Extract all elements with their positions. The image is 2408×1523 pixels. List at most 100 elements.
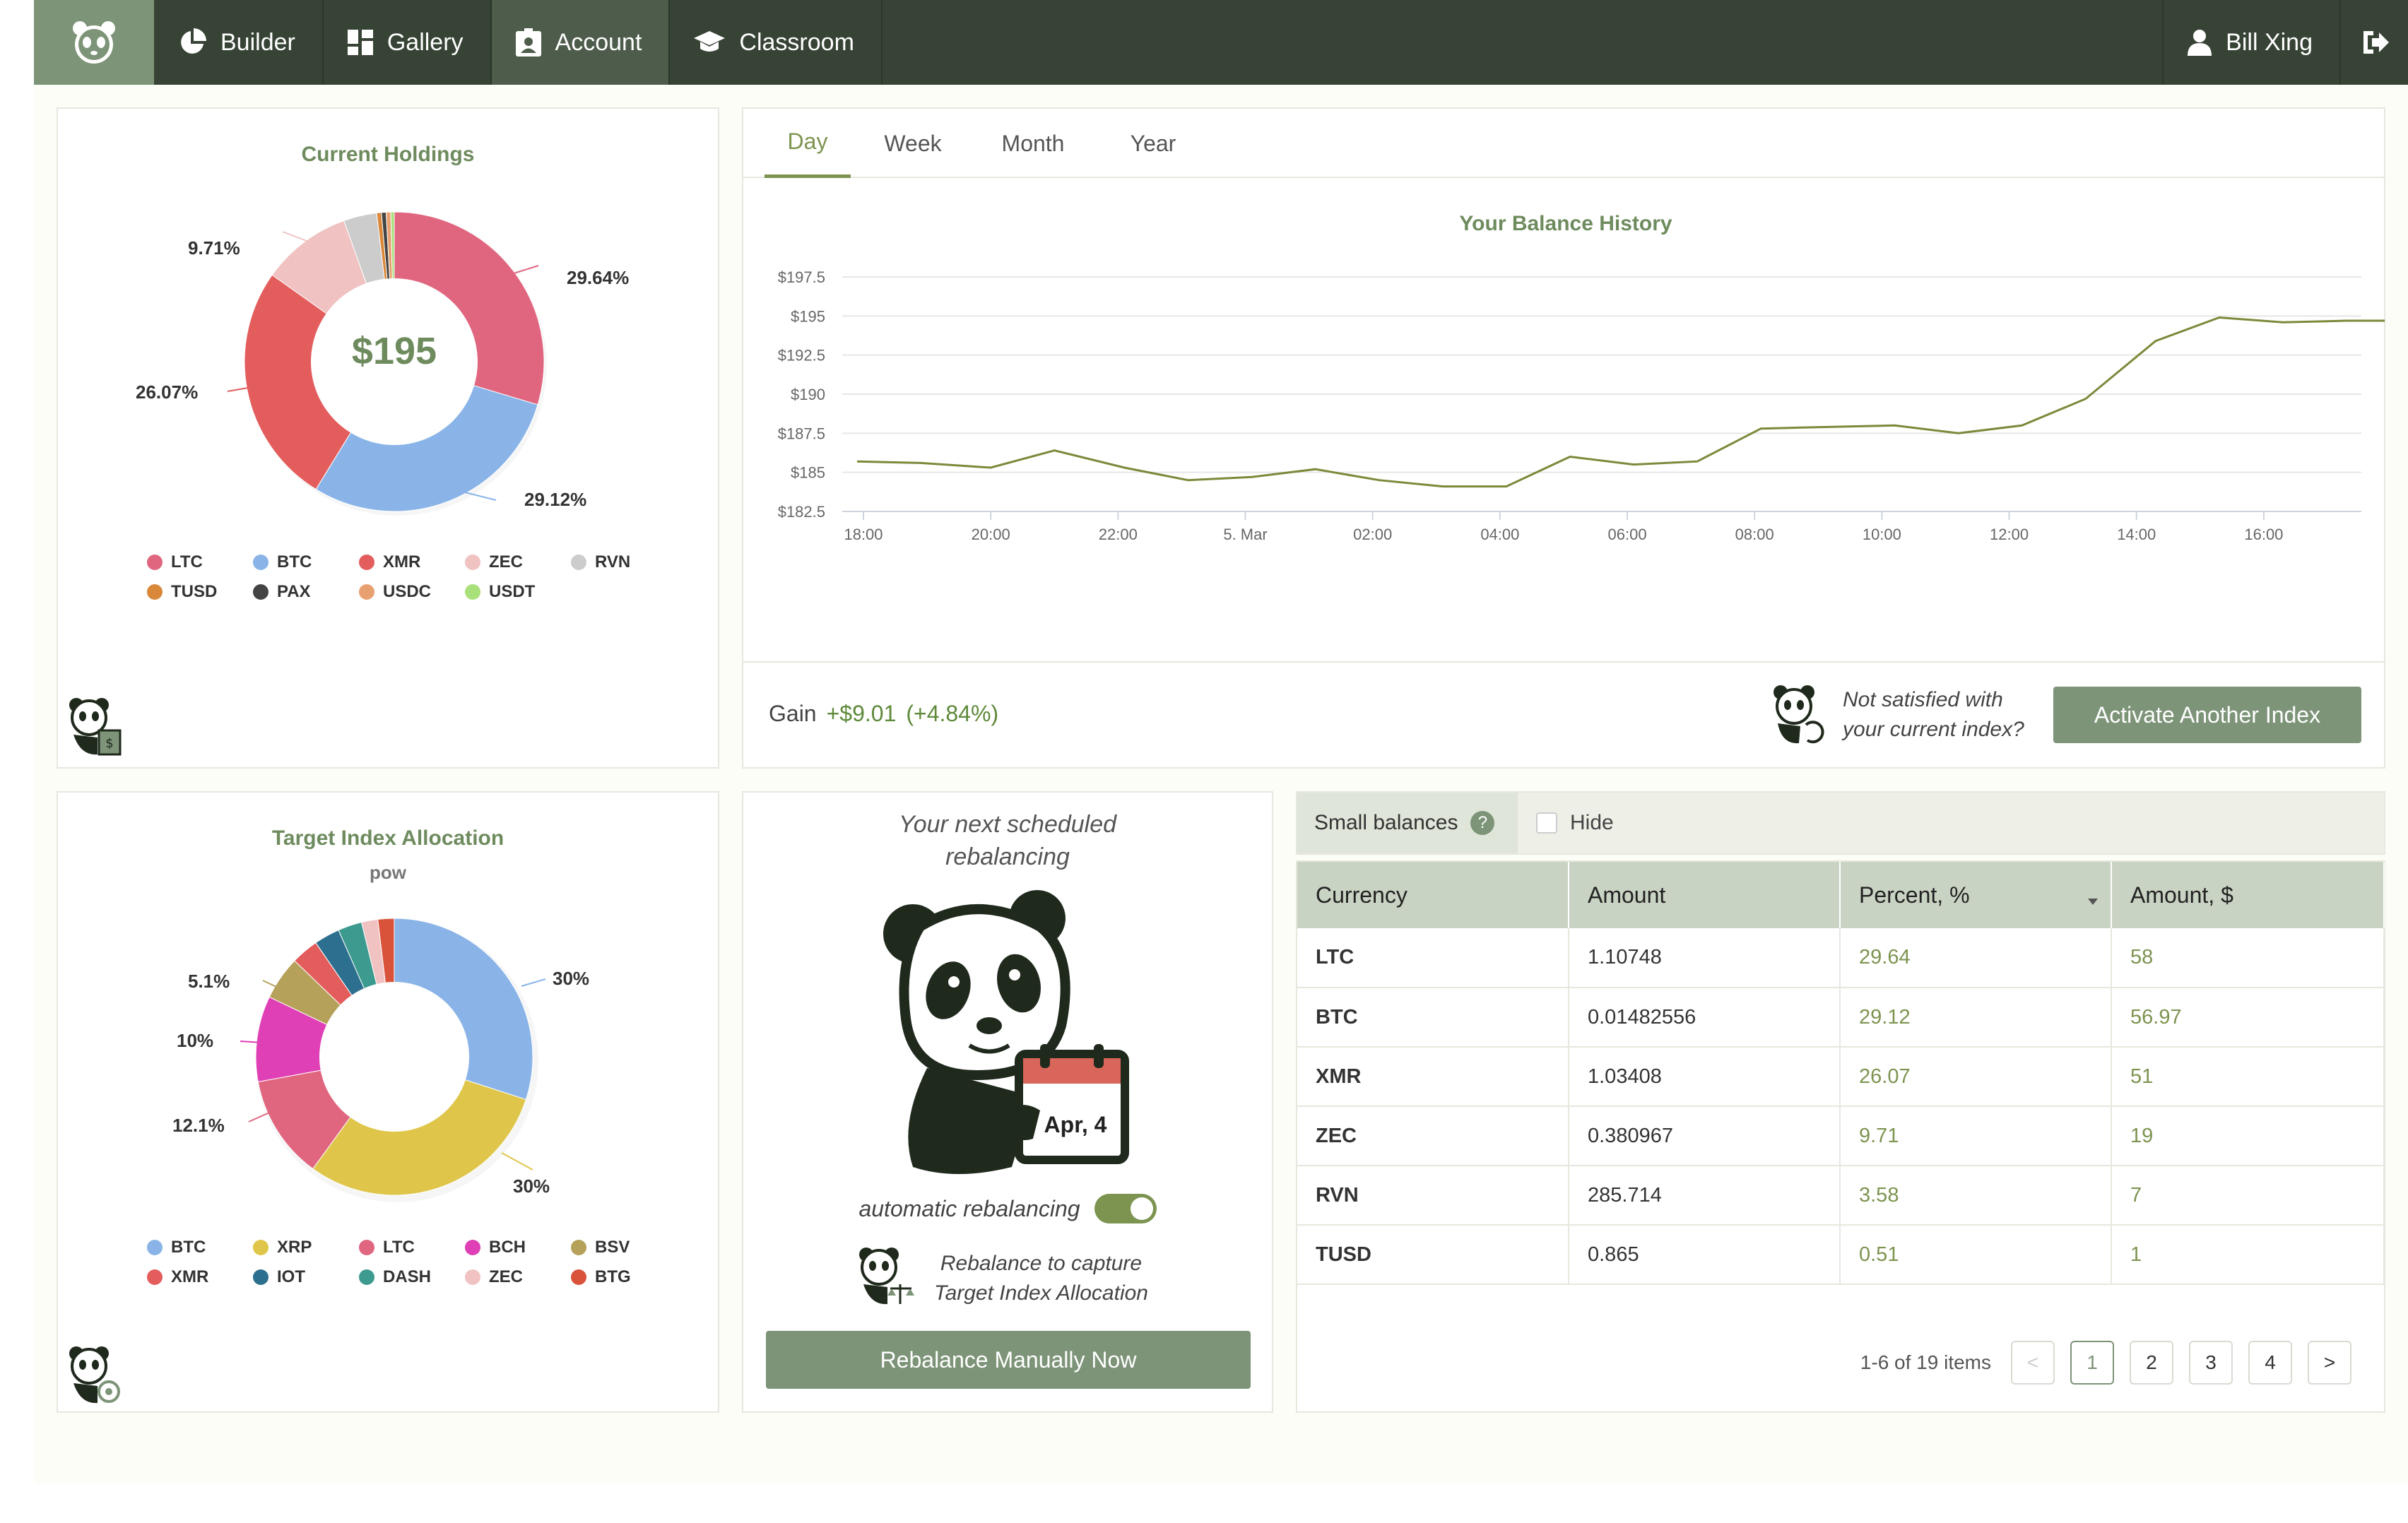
holdings-legend-item[interactable]: USDT bbox=[465, 582, 571, 602]
next-page-button[interactable]: > bbox=[2308, 1341, 2351, 1385]
y-tick-label: $195 bbox=[791, 307, 825, 325]
sort-desc-icon[interactable] bbox=[2088, 899, 2098, 906]
y-tick-label: $187.5 bbox=[778, 425, 825, 442]
cell-percent: 26.07 bbox=[1840, 1047, 2112, 1107]
capture-line1: Rebalance to capture bbox=[940, 1252, 1143, 1275]
holdings-legend-item[interactable]: LTC bbox=[147, 552, 253, 572]
page-1-button[interactable]: 1 bbox=[2070, 1341, 2114, 1385]
tab-year[interactable]: Year bbox=[1130, 130, 1176, 156]
legend-dot bbox=[147, 1240, 163, 1255]
tab-week[interactable]: Week bbox=[884, 130, 942, 156]
nav-account[interactable]: Account bbox=[491, 0, 671, 85]
cell-percent: 3.58 bbox=[1840, 1166, 2112, 1226]
dashboard-icon bbox=[347, 30, 373, 55]
logout-button[interactable] bbox=[2341, 0, 2408, 85]
holdings-legend-item[interactable]: PAX bbox=[253, 582, 359, 602]
cell-percent: 9.71 bbox=[1840, 1106, 2112, 1166]
hide-checkbox[interactable] bbox=[1536, 812, 1557, 834]
holdings-legend-item[interactable]: ZEC bbox=[465, 552, 571, 572]
legend-label: LTC bbox=[171, 552, 203, 571]
auto-rebalancing-row: automatic rebalancing bbox=[743, 1194, 1272, 1223]
x-tick-label: 14:00 bbox=[2117, 526, 2156, 543]
next-rebalancing-line1: Your next scheduled bbox=[898, 811, 1117, 838]
pagination-range: 1-6 of 19 items bbox=[1860, 1351, 1991, 1373]
target-legend-item[interactable]: BSV bbox=[571, 1238, 642, 1257]
target-legend-item[interactable]: BTC bbox=[147, 1238, 253, 1257]
activate-index-button[interactable]: Activate Another Index bbox=[2053, 687, 2361, 743]
cell-currency: TUSD bbox=[1297, 1225, 1569, 1285]
small-balances-label: Small balances bbox=[1314, 811, 1458, 834]
target-legend-item[interactable]: ZEC bbox=[465, 1267, 571, 1287]
target-legend-item[interactable]: DASH bbox=[359, 1267, 465, 1287]
nav-classroom[interactable]: Classroom bbox=[670, 0, 883, 85]
col-percent[interactable]: Percent, % bbox=[1840, 862, 2112, 928]
target-legend-item[interactable]: BTG bbox=[571, 1267, 642, 1287]
holdings-title: Current Holdings bbox=[301, 143, 475, 166]
table-row[interactable]: RVN 285.714 3.58 7 bbox=[1297, 1166, 2385, 1226]
target-label-bsv: 5.1% bbox=[188, 971, 230, 992]
table-row[interactable]: XMR 1.03408 26.07 51 bbox=[1297, 1047, 2385, 1107]
balance-history-card: Day Week Month Year Your Balance History… bbox=[742, 107, 2385, 769]
x-tick-label: 10:00 bbox=[1863, 526, 1901, 543]
target-label-ltc: 12.1% bbox=[172, 1115, 225, 1136]
legend-dot bbox=[147, 1269, 163, 1285]
panda-logo[interactable] bbox=[34, 0, 154, 85]
col-amount-usd[interactable]: Amount, $ bbox=[2111, 862, 2385, 928]
legend-dot bbox=[465, 1240, 480, 1255]
x-tick-label: 12:00 bbox=[1990, 526, 2029, 543]
cell-usd: 58 bbox=[2111, 928, 2385, 988]
auto-rebalancing-toggle[interactable] bbox=[1094, 1194, 1157, 1223]
col-amount[interactable]: Amount bbox=[1569, 862, 1841, 928]
holdings-legend-item[interactable]: USDC bbox=[359, 582, 465, 602]
legend-label: DASH bbox=[383, 1267, 432, 1286]
cell-percent: 29.64 bbox=[1840, 928, 2112, 988]
legend-dot bbox=[359, 1240, 374, 1255]
col-currency[interactable]: Currency bbox=[1297, 862, 1569, 928]
y-tick-label: $197.5 bbox=[778, 268, 825, 286]
nav-gallery[interactable]: Gallery bbox=[324, 0, 492, 85]
holdings-legend-item[interactable]: BTC bbox=[253, 552, 359, 572]
target-legend-item[interactable]: BCH bbox=[465, 1238, 571, 1257]
x-tick-label: 08:00 bbox=[1735, 526, 1774, 543]
target-legend-item[interactable]: XMR bbox=[147, 1267, 253, 1287]
holdings-label-btc: 29.12% bbox=[524, 489, 587, 510]
not-satisfied-line2: your current index? bbox=[1843, 718, 2024, 741]
holdings-legend-item[interactable]: TUSD bbox=[147, 582, 253, 602]
legend-dot bbox=[465, 584, 480, 600]
page-4-button[interactable]: 4 bbox=[2248, 1341, 2292, 1385]
table-row[interactable]: TUSD 0.865 0.51 1 bbox=[1297, 1225, 2385, 1285]
nav-builder[interactable]: Builder bbox=[154, 0, 324, 85]
legend-label: BTG bbox=[595, 1267, 631, 1286]
legend-label: BSV bbox=[595, 1238, 630, 1257]
page-3-button[interactable]: 3 bbox=[2189, 1341, 2233, 1385]
hide-checkbox-row[interactable]: Hide bbox=[1536, 793, 1614, 853]
help-icon[interactable]: ? bbox=[1470, 811, 1495, 835]
holdings-legend-item[interactable]: XMR bbox=[359, 552, 465, 572]
table-row[interactable]: BTC 0.01482556 29.12 56.97 bbox=[1297, 988, 2385, 1048]
legend-label: LTC bbox=[383, 1238, 415, 1257]
rebalance-now-button[interactable]: Rebalance Manually Now bbox=[766, 1331, 1251, 1389]
target-legend-item[interactable]: IOT bbox=[253, 1267, 359, 1287]
tab-day[interactable]: Day bbox=[765, 109, 851, 178]
x-tick-label: 18:00 bbox=[844, 526, 883, 543]
table-row[interactable]: ZEC 0.380967 9.71 19 bbox=[1297, 1106, 2385, 1166]
legend-dot bbox=[147, 555, 163, 570]
target-legend-item[interactable]: LTC bbox=[359, 1238, 465, 1257]
svg-text:$: $ bbox=[105, 736, 113, 751]
cell-amount: 285.714 bbox=[1569, 1166, 1841, 1226]
legend-label: ZEC bbox=[489, 552, 523, 571]
user-menu[interactable]: Bill Xing bbox=[2162, 0, 2341, 85]
x-tick-label: 02:00 bbox=[1353, 526, 1392, 543]
panda-calendar-illustration bbox=[883, 890, 1129, 1174]
page-2-button[interactable]: 2 bbox=[2130, 1341, 2173, 1385]
not-satisfied-line1: Not satisfied with bbox=[1843, 688, 2003, 711]
table-header-row: Currency Amount Percent, % Amount, $ bbox=[1297, 862, 2385, 928]
nav-classroom-label: Classroom bbox=[739, 28, 854, 56]
table-row[interactable]: LTC 1.10748 29.64 58 bbox=[1297, 928, 2385, 988]
prev-page-button[interactable]: < bbox=[2011, 1341, 2055, 1385]
holdings-legend-item[interactable]: RVN bbox=[571, 552, 642, 572]
target-legend: BTC XRP LTC BCH BSV XMR IOT DASH ZEC BTG bbox=[147, 1238, 642, 1287]
target-legend-item[interactable]: XRP bbox=[253, 1238, 359, 1257]
cell-amount: 1.10748 bbox=[1569, 928, 1841, 988]
tab-month[interactable]: Month bbox=[1001, 130, 1065, 156]
